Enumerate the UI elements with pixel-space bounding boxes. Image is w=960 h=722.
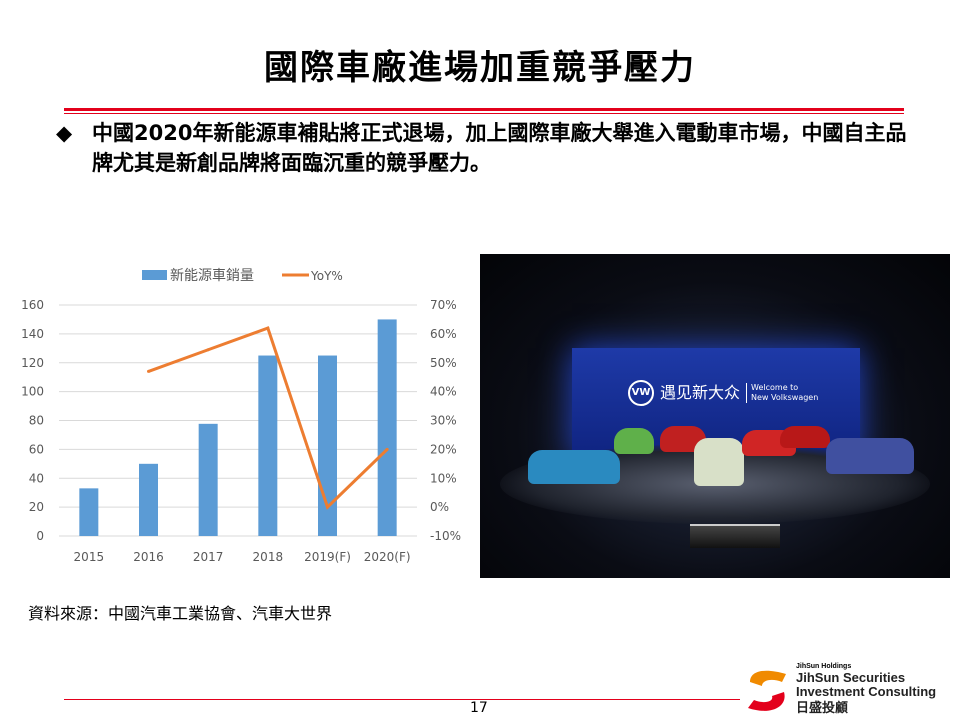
- legend-line-label: YoY%: [310, 269, 343, 283]
- bar-2016: [139, 463, 158, 536]
- x-tick: 2020(F): [364, 550, 411, 564]
- logo-line2: Investment Consulting: [796, 684, 937, 699]
- y-left-tick: 160: [21, 298, 44, 312]
- car-white-center: [694, 438, 744, 486]
- y-left-tick: 120: [21, 356, 44, 370]
- source-note: 資料來源：中國汽車工業協會、汽車大世界: [28, 604, 333, 623]
- x-tick: 2019(F): [304, 550, 351, 564]
- title-divider: [64, 108, 904, 111]
- sales-yoy-chart: 0 20 40 60 80 100 120 140 160 -10% 0% 10% 20% 30% 40% 5…: [21, 267, 461, 564]
- y-right-tick: 10%: [430, 471, 457, 485]
- y-left-tick: 140: [21, 327, 44, 341]
- car-red-far: [780, 426, 830, 448]
- bullet-text: 中國2020年新能源車補貼將正式退場，加上國際車廠大舉進入電動車市場，中國自主品…: [92, 121, 907, 175]
- bar-2015: [79, 488, 99, 536]
- yoy-point-2018: [266, 326, 270, 330]
- y-right-tick: 0%: [430, 500, 449, 514]
- bar-2018: [258, 355, 278, 536]
- logo-line1: JihSun Securities: [796, 670, 906, 685]
- slide-title: 國際車廠進場加重競爭壓力: [264, 48, 696, 88]
- x-tick: 2017: [193, 550, 224, 564]
- legend-bar-label: 新能源車銷量: [170, 267, 254, 284]
- x-tick: 2016: [133, 550, 164, 564]
- y-right-tick: 20%: [430, 442, 457, 456]
- company-logo: JihSun Holdings JihSun Securities Invest…: [744, 662, 960, 720]
- y-right-tick: 40%: [430, 385, 457, 399]
- legend-bar-swatch: [142, 270, 167, 280]
- diamond-bullet-icon: ◆: [56, 121, 73, 145]
- y-right-tick: -10%: [430, 529, 461, 543]
- bullet-point: ◆ 中國2020年新能源車補貼將正式退場，加上國際車廠大舉進入電動車市場，中國自…: [56, 118, 916, 178]
- subline-2: New Volkswagen: [751, 393, 819, 402]
- subline-1: Welcome to: [751, 383, 799, 392]
- y-right-tick: 60%: [430, 327, 457, 341]
- screen-content: VW 遇见新大众 Welcome to New Volkswagen: [628, 380, 818, 406]
- screen-subline: Welcome to New Volkswagen: [746, 383, 818, 403]
- yoy-point-2017: [206, 348, 210, 352]
- yoy-point-2016: [147, 369, 150, 373]
- y-right-tick: 50%: [430, 356, 457, 370]
- page-number: 17: [470, 700, 488, 716]
- y-right-tick: 30%: [430, 414, 457, 428]
- bar-2020(F): [377, 319, 397, 536]
- y-left-tick: 60: [29, 442, 44, 456]
- yoy-point-2019(F): [326, 505, 329, 509]
- car-green: [614, 428, 654, 454]
- x-tick: 2018: [253, 550, 284, 564]
- car-blue-left: [528, 450, 620, 484]
- y-left-tick: 40: [29, 471, 44, 485]
- stage-step: [690, 524, 780, 548]
- vw-logo-icon: VW: [628, 380, 654, 406]
- vw-event-photo: VW 遇见新大众 Welcome to New Volkswagen: [480, 254, 950, 578]
- y-left-tick: 100: [21, 385, 44, 399]
- screen-headline: 遇见新大众: [660, 383, 741, 402]
- y-left-tick: 80: [29, 414, 44, 428]
- x-tick: 2015: [74, 550, 105, 564]
- jihsun-logo-icon: [748, 670, 786, 711]
- car-purple-right: [826, 438, 914, 474]
- footer-divider: [64, 699, 740, 700]
- bar-2017: [198, 423, 218, 536]
- logo-text: JihSun Holdings JihSun Securities Invest…: [796, 662, 936, 716]
- y-right-tick: 70%: [430, 298, 457, 312]
- title-divider-thin: [64, 113, 904, 114]
- yoy-point-2020(F): [385, 447, 389, 451]
- logo-holdings: JihSun Holdings: [796, 663, 852, 670]
- y-left-tick: 20: [29, 500, 44, 514]
- logo-chinese: 日盛投顧: [796, 700, 849, 715]
- y-left-tick: 0: [36, 529, 44, 543]
